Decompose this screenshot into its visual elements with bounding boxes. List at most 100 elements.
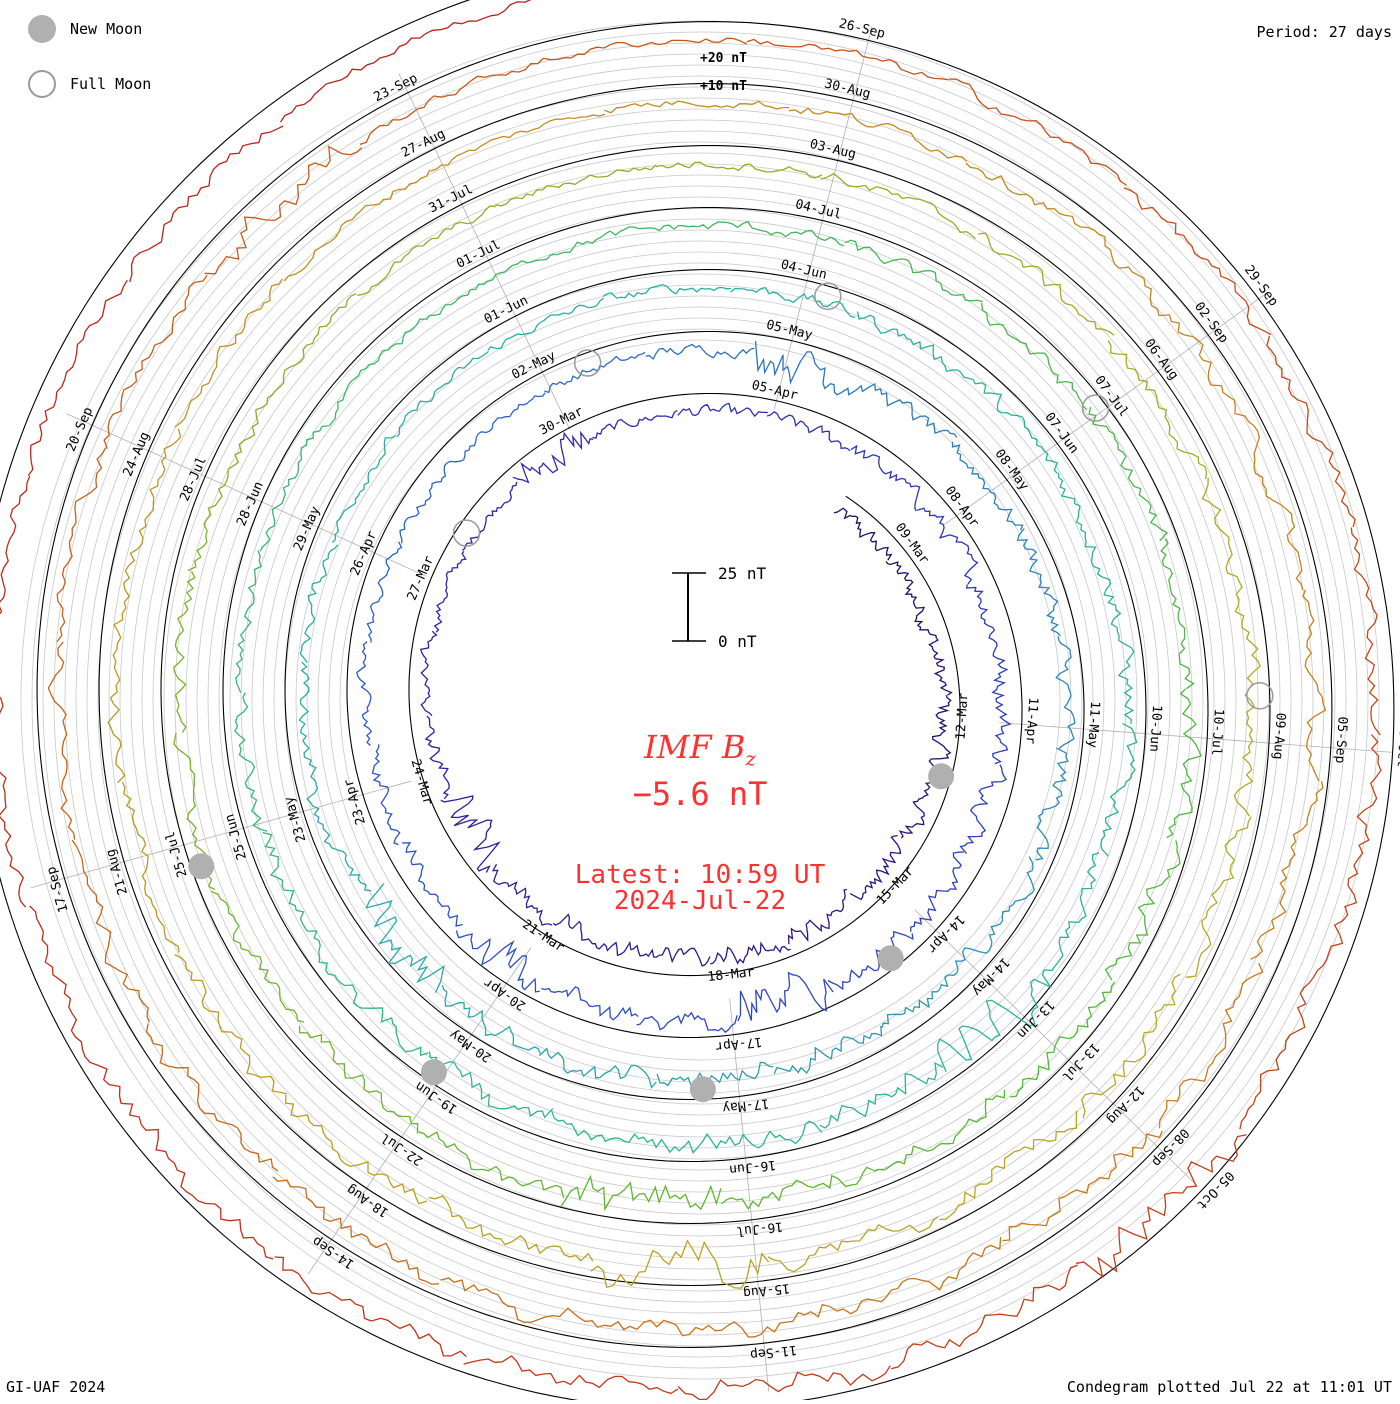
date-tick-label: 30-Mar <box>537 404 586 438</box>
bz-trace-segment <box>1107 340 1208 480</box>
bz-value: −5.6 nT <box>632 775 768 813</box>
bz-trace-segment <box>428 1051 554 1119</box>
bz-trace-segment <box>980 302 1088 411</box>
bz-trace-segment <box>29 905 122 1104</box>
grid-circle <box>108 108 1292 1292</box>
ring-label: +10 nT <box>700 79 747 94</box>
date-tick-label: 22-Jul <box>378 1130 425 1168</box>
date-tick-label: 16-Jul <box>735 1218 783 1238</box>
bz-trace-segment <box>27 279 128 476</box>
bz-trace-segment <box>939 1110 1078 1221</box>
bz-trace-segment <box>476 0 532 22</box>
bz-trace-segment <box>602 284 731 299</box>
bz-trace-segment <box>272 1176 439 1285</box>
bz-trace-segment <box>440 1277 631 1331</box>
date-tick-label: 30-Aug <box>823 76 872 102</box>
date-tick-label: 01-Jun <box>482 293 531 327</box>
bz-trace-segment <box>991 669 1012 765</box>
bz-trace-segment <box>677 1365 891 1401</box>
bz-trace-segment <box>630 1303 824 1338</box>
bz-trace-segment <box>754 341 855 396</box>
bz-trace-segment <box>1035 747 1069 861</box>
date-tick-label: 17-May <box>721 1095 770 1115</box>
bz-trace-segment <box>424 715 450 800</box>
bz-trace-segment <box>978 232 1115 336</box>
date-tick-label: 28-Jul <box>177 455 210 504</box>
bz-trace-segment <box>487 297 605 351</box>
grid-circle <box>20 20 1380 1380</box>
date-tick-label: 23-Sep <box>371 71 420 105</box>
bz-trace-segment <box>543 37 747 61</box>
full-moon-marker <box>1081 394 1110 422</box>
bz-trace-segment <box>274 1256 467 1358</box>
bz-trace-segment <box>555 224 699 256</box>
bz-trace-segment <box>463 392 546 460</box>
bz-trace-segment <box>419 630 438 717</box>
bz-trace-segment <box>968 377 1059 474</box>
bz-trace-segment <box>1302 589 1327 782</box>
grid-circle <box>207 207 1193 1193</box>
latest-date: 2024-Jul-22 <box>613 886 787 916</box>
bz-trace-segment <box>356 641 373 746</box>
full-moon-marker <box>573 349 602 377</box>
bz-trace-segment <box>174 954 287 1095</box>
bz-trace-segment <box>630 944 711 967</box>
bz-trace-segment <box>820 173 976 240</box>
grid-circle <box>130 130 1270 1270</box>
date-tick-label: 11-Apr <box>1022 697 1040 745</box>
bz-trace-segment <box>1166 688 1202 839</box>
bz-trace-segment <box>1160 538 1195 690</box>
bz-trace-segment <box>636 1011 738 1034</box>
bz-trace-segment <box>965 162 1120 269</box>
bz-trace-segment <box>283 169 431 282</box>
latest-time: Latest: 10:59 UT <box>574 860 826 890</box>
date-tick-label: 09-Aug <box>1270 712 1288 760</box>
bz-trace-segment <box>655 161 823 179</box>
grid-circle <box>251 251 1149 1149</box>
grid-circle <box>295 295 1105 1105</box>
grid-spoke <box>999 722 1394 753</box>
bz-trace-segment <box>541 986 639 1021</box>
grid-spoke <box>66 413 427 577</box>
bz-trace-segment <box>787 888 848 945</box>
date-tick-label: 26-Sep <box>837 16 886 42</box>
full-moon-marker <box>452 519 481 547</box>
bz-trace-segment <box>833 507 893 561</box>
date-tick-label: 20-Sep <box>64 405 97 454</box>
bz-trace-segment <box>746 38 949 81</box>
bz-trace-segment <box>1118 266 1236 415</box>
bz-trace-segment <box>491 863 553 926</box>
grid-circle <box>262 262 1138 1138</box>
bz-trace-segment <box>1104 840 1181 981</box>
bz-trace-segment <box>1266 335 1356 528</box>
bz-trace-segment <box>730 286 856 318</box>
bz-trace-segment <box>544 351 646 394</box>
bz-trace-segment <box>298 661 318 785</box>
chart-title-sub: z <box>745 746 756 771</box>
date-tick-label: 20-Apr <box>481 974 529 1013</box>
bz-trace-segment <box>1088 406 1169 542</box>
bz-trace-segment <box>551 1110 685 1154</box>
grid-circle <box>218 218 1182 1182</box>
bz-trace-segment <box>656 1061 774 1089</box>
bz-trace-segment <box>299 544 339 664</box>
date-tick-label: 28-Jun <box>234 479 267 528</box>
bz-trace-segment <box>819 1061 944 1129</box>
grid-spoke <box>773 26 873 410</box>
grid-circle <box>339 339 1061 1061</box>
new-moon-marker <box>188 853 215 880</box>
date-tick-label: 02-May <box>509 348 558 382</box>
grid-spoke <box>307 947 532 1275</box>
grid-circle <box>196 196 1204 1204</box>
bz-trace-segment <box>396 350 489 438</box>
bz-trace-segment <box>1201 477 1253 645</box>
bz-trace-segment <box>234 692 268 832</box>
bz-trace-segment <box>948 78 1127 186</box>
bz-trace-segment <box>590 1239 770 1289</box>
bz-trace-segment <box>494 164 657 207</box>
grid-spoke <box>729 998 770 1392</box>
bz-trace-segment <box>365 883 445 993</box>
